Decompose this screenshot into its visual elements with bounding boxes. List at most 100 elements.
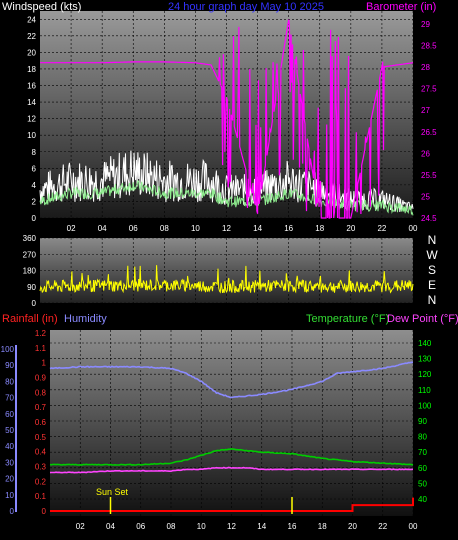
temperature-line <box>49 447 414 466</box>
wind-tick-label: 20 <box>27 48 36 57</box>
barometer-tick-label: 28.5 <box>421 42 437 51</box>
dewpoint-line <box>49 466 414 474</box>
x-tick-label: 14 <box>257 522 266 531</box>
compass-label: E <box>428 278 436 292</box>
humidity-tick-label: 20 <box>5 475 14 484</box>
x-tick-label: 00 <box>409 224 418 233</box>
rain-tick-label: 0.4 <box>35 448 47 457</box>
rain-tick-label: 1.1 <box>35 344 47 353</box>
wind-tick-label: 8 <box>32 148 37 157</box>
wind-tick-label: 18 <box>27 65 36 74</box>
x-tick-label: 14 <box>253 224 262 233</box>
temp-tick-label: 90 <box>418 417 427 426</box>
humidity-tick-label: 60 <box>5 410 14 419</box>
x-tick-label: 20 <box>348 522 357 531</box>
rain-tick-label: 1 <box>42 359 47 368</box>
barometer-tick-label: 24.5 <box>421 214 437 223</box>
temperature-label: Temperature (°F) <box>306 313 389 325</box>
humidity-tick-label: 0 <box>10 507 15 516</box>
rain-tick-label: 1.2 <box>35 329 47 338</box>
humidity-tick-label: 40 <box>5 442 14 451</box>
barometer-tick-label: 25 <box>421 192 430 201</box>
x-tick-label: 02 <box>67 224 76 233</box>
rainfall-line <box>50 497 414 512</box>
direction-tick-label: 270 <box>23 250 37 259</box>
barometer-tick-label: 27.5 <box>421 85 437 94</box>
rain-tick-label: 0.6 <box>35 418 47 427</box>
barometer-tick-label: 29 <box>421 20 430 29</box>
compass-label: W <box>426 248 438 262</box>
sunset-annotation: Sun Set <box>96 487 129 497</box>
wind-tick-label: 2 <box>32 197 37 206</box>
temp-tick-label: 120 <box>418 370 432 379</box>
temp-tick-label: 110 <box>418 386 431 395</box>
temp-tick-label: 40 <box>418 495 427 504</box>
x-tick-label: 22 <box>377 224 386 233</box>
wind-tick-label: 0 <box>32 214 37 223</box>
rain-tick-label: 0.5 <box>35 433 47 442</box>
compass-label: S <box>428 263 436 277</box>
wind-tick-label: 4 <box>32 181 37 190</box>
barometer-line <box>40 19 414 219</box>
x-tick-label: 10 <box>197 522 206 531</box>
temp-tick-label: 100 <box>418 401 432 410</box>
x-tick-label: 04 <box>98 224 107 233</box>
wind-tick-label: 14 <box>27 98 36 107</box>
x-tick-label: 20 <box>346 224 355 233</box>
x-tick-label: 00 <box>409 522 418 531</box>
temp-tick-label: 80 <box>418 433 427 442</box>
x-tick-label: 18 <box>318 522 327 531</box>
temp-tick-label: 140 <box>418 339 432 348</box>
humidity-label: Humidity <box>64 313 107 325</box>
rain-tick-label: 0.9 <box>35 374 47 383</box>
x-tick-label: 06 <box>129 224 138 233</box>
direction-tick-label: 360 <box>23 234 37 243</box>
wind-speed-line <box>39 150 414 213</box>
dewpoint-label: Dew Point (°F) <box>387 313 458 325</box>
compass-label: N <box>428 233 437 247</box>
direction-tick-label: 0 <box>32 299 37 308</box>
wind-average-line <box>39 180 414 216</box>
temp-tick-label: 50 <box>418 479 427 488</box>
humidity-tick-label: 80 <box>5 377 14 386</box>
temp-tick-label: 130 <box>418 355 432 364</box>
wind-tick-label: 22 <box>27 32 36 41</box>
x-tick-label: 16 <box>284 224 293 233</box>
barometer-tick-label: 26.5 <box>421 128 437 137</box>
rain-tick-label: 0.7 <box>35 403 47 412</box>
x-tick-label: 08 <box>160 224 169 233</box>
barometer-tick-label: 27 <box>421 106 430 115</box>
wind-tick-label: 6 <box>32 164 37 173</box>
x-tick-label: 10 <box>191 224 200 233</box>
graph-title: 24 hour graph day May 10 2025 <box>168 1 324 13</box>
wind-direction-line <box>39 265 414 294</box>
temp-tick-label: 70 <box>418 448 427 457</box>
humidity-tick-label: 30 <box>5 458 14 467</box>
x-tick-label: 04 <box>106 522 115 531</box>
rain-tick-label: 0.1 <box>35 492 47 501</box>
x-tick-label: 18 <box>315 224 324 233</box>
x-tick-label: 06 <box>136 522 145 531</box>
rain-tick-label: 0.2 <box>35 477 47 486</box>
windspeed-label: Windspeed (kts) <box>2 1 81 13</box>
humidity-tick-label: 70 <box>5 394 14 403</box>
humidity-tick-label: 90 <box>5 361 14 370</box>
barometer-tick-label: 26 <box>421 149 430 158</box>
wind-tick-label: 24 <box>27 15 36 24</box>
x-tick-label: 02 <box>76 522 85 531</box>
humidity-line <box>49 361 414 399</box>
compass-label: N <box>428 293 437 307</box>
rain-tick-label: 0 <box>42 507 47 516</box>
humidity-tick-label: 100 <box>1 345 15 354</box>
barometer-tick-label: 25.5 <box>421 171 437 180</box>
direction-tick-label: 180 <box>23 267 37 276</box>
humidity-tick-label: 10 <box>5 491 14 500</box>
wind-tick-label: 12 <box>27 115 36 124</box>
x-tick-label: 12 <box>227 522 236 531</box>
direction-tick-label: 90 <box>27 283 36 292</box>
humidity-tick-label: 50 <box>5 426 14 435</box>
barometer-label: Barometer (in) <box>366 1 436 13</box>
rainfall-label: Rainfall (in) <box>2 313 58 325</box>
x-tick-label: 22 <box>378 522 387 531</box>
